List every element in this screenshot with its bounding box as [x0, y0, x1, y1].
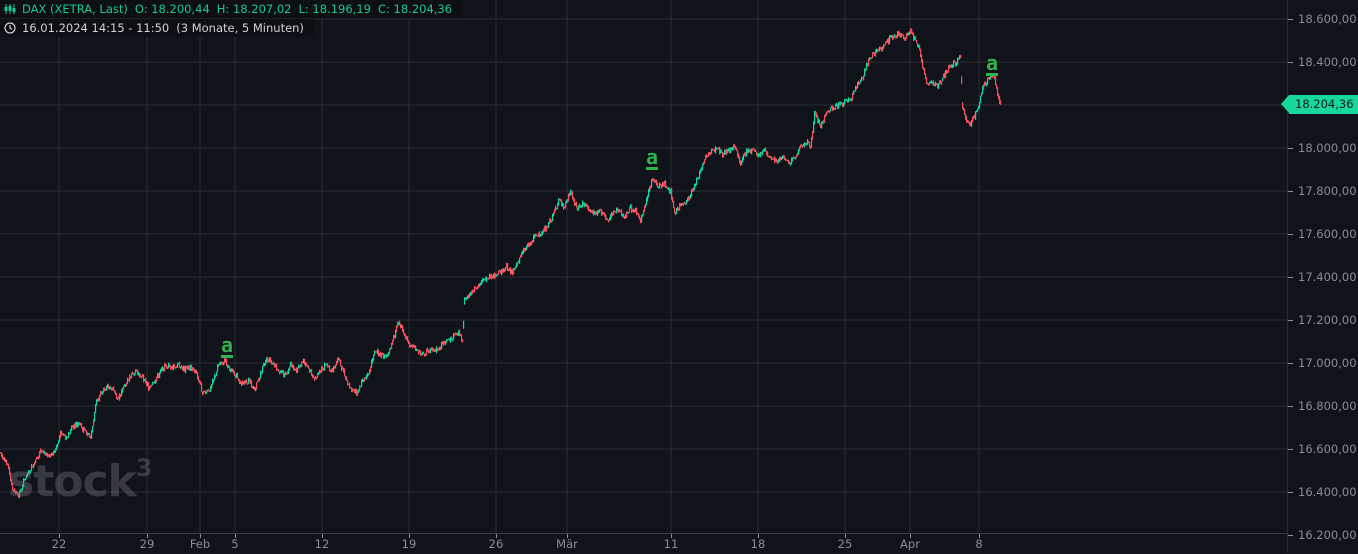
- time-tick: [409, 534, 410, 538]
- price-tick: [1288, 406, 1293, 407]
- close-value: C: 18.204,36: [377, 2, 453, 16]
- price-label: 16.600,00: [1298, 442, 1357, 456]
- price-label: 17.200,00: [1298, 313, 1357, 327]
- current-price-tag: 18.204,36: [1281, 94, 1358, 114]
- price-candles: [0, 28, 1002, 499]
- symbol-label: DAX (XETRA, Last): [22, 2, 128, 16]
- price-tick: [1288, 492, 1293, 493]
- low-value: L: 18.196,19: [298, 2, 371, 16]
- time-label: 12: [314, 537, 330, 551]
- open-value: O: 18.200,44: [134, 2, 210, 16]
- price-label: 17.000,00: [1298, 356, 1357, 370]
- time-label: Feb: [189, 537, 211, 551]
- period-label: (3 Monate, 5 Minuten): [176, 21, 304, 35]
- time-label: Mär: [556, 537, 578, 551]
- high-value: H: 18.207,02: [216, 2, 292, 16]
- price-tick: [1288, 535, 1293, 536]
- time-tick: [59, 534, 60, 538]
- range-row: 16.01.2024 14:15 - 11:50 (3 Monate, 5 Mi…: [0, 19, 315, 37]
- price-tick: [1288, 234, 1293, 235]
- time-label: 25: [837, 537, 853, 551]
- price-label: 16.400,00: [1298, 485, 1357, 499]
- time-label: 8: [975, 537, 983, 551]
- chart-legend: DAX (XETRA, Last) O: 18.200,44 H: 18.207…: [0, 0, 464, 38]
- time-tick: [496, 534, 497, 538]
- time-label: 29: [139, 537, 155, 551]
- price-tick: [1288, 191, 1293, 192]
- price-label: 16.200,00: [1298, 528, 1357, 542]
- chart-plot-area[interactable]: [0, 0, 1287, 533]
- price-label: 17.800,00: [1298, 184, 1357, 198]
- time-tick: [322, 534, 323, 538]
- grid-lines: [0, 0, 1287, 533]
- price-tick: [1288, 19, 1293, 20]
- time-label: 11: [663, 537, 679, 551]
- price-tick: [1288, 62, 1293, 63]
- time-tick: [671, 534, 672, 538]
- time-tick: [147, 534, 148, 538]
- price-label: 16.800,00: [1298, 399, 1357, 413]
- time-label: 26: [488, 537, 504, 551]
- price-tick: [1288, 277, 1293, 278]
- price-tick: [1288, 449, 1293, 450]
- time-axis[interactable]: 22 29 Feb 5 12 19 26 Mär 11 18 25 Apr 8: [0, 533, 1287, 554]
- price-label: 18.400,00: [1298, 55, 1357, 69]
- ohlc-row: DAX (XETRA, Last) O: 18.200,44 H: 18.207…: [0, 0, 464, 18]
- candlestick-icon: [4, 4, 16, 14]
- wave-annotation-marker[interactable]: a: [220, 333, 234, 357]
- time-tick: [845, 534, 846, 538]
- time-label: 5: [231, 537, 239, 551]
- stock3-watermark-logo: stock3: [8, 454, 152, 507]
- clock-icon: [4, 22, 16, 34]
- time-tick: [567, 534, 568, 538]
- time-tick: [200, 534, 201, 538]
- time-label: 18: [750, 537, 766, 551]
- time-label: 19: [401, 537, 417, 551]
- price-label: 18.000,00: [1298, 141, 1357, 155]
- price-tick: [1288, 148, 1293, 149]
- price-axis[interactable]: 18.600,0018.400,0018.200,0018.000,0017.8…: [1287, 0, 1358, 553]
- price-tick: [1288, 363, 1293, 364]
- wave-annotation-marker[interactable]: a: [645, 145, 659, 169]
- time-tick: [235, 534, 236, 538]
- wave-annotation-marker[interactable]: a: [985, 51, 999, 75]
- time-tick: [979, 534, 980, 538]
- price-label: 18.600,00: [1298, 12, 1357, 26]
- price-label: 17.400,00: [1298, 270, 1357, 284]
- time-tick: [758, 534, 759, 538]
- price-tick: [1288, 320, 1293, 321]
- time-tick: [910, 534, 911, 538]
- time-label: 22: [51, 537, 67, 551]
- date-range: 16.01.2024 14:15 - 11:50: [22, 21, 170, 35]
- price-label: 17.600,00: [1298, 227, 1357, 241]
- time-label: Apr: [900, 537, 920, 551]
